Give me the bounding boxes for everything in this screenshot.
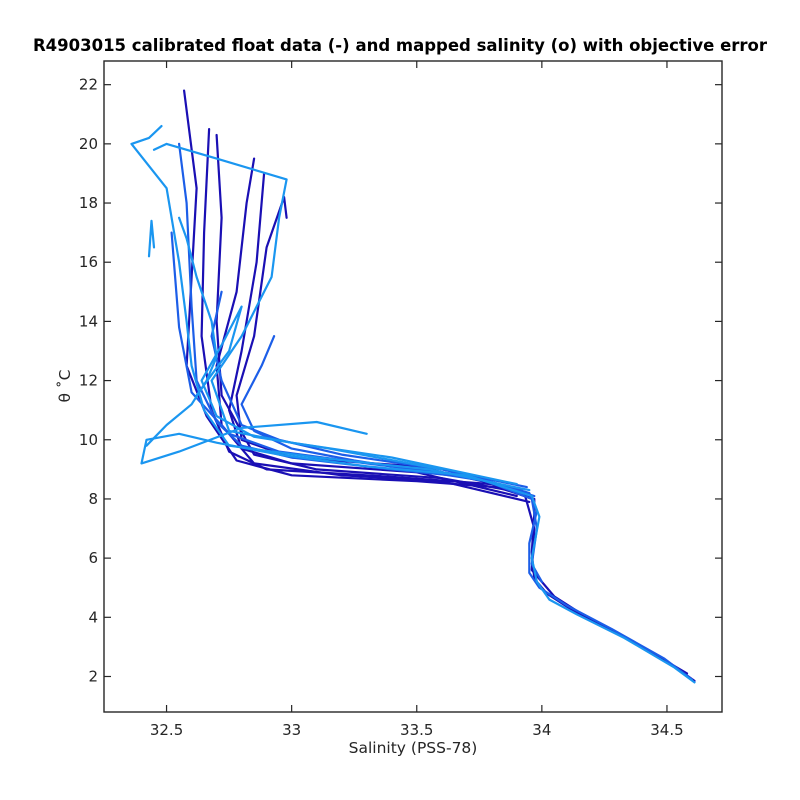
x-tick-label: 34 bbox=[532, 721, 551, 739]
y-tick-label: 10 bbox=[79, 431, 98, 449]
x-tick-label: 34.5 bbox=[650, 721, 683, 739]
profile-line-11 bbox=[140, 420, 696, 684]
data-lines bbox=[130, 89, 696, 684]
profile-line-12 bbox=[130, 124, 531, 492]
profile-line-1 bbox=[183, 89, 696, 683]
y-tick-label: 14 bbox=[79, 312, 98, 330]
profile-line-14 bbox=[195, 305, 443, 471]
x-tick-label: 33 bbox=[282, 721, 301, 739]
y-tick-label: 6 bbox=[88, 549, 98, 567]
y-tick-label: 12 bbox=[79, 372, 98, 390]
y-tick-label: 20 bbox=[79, 135, 98, 153]
chart-title: R4903015 calibrated float data (-) and m… bbox=[33, 36, 768, 55]
y-axis-label: θ ˚C bbox=[56, 370, 74, 403]
axis-ticks: 32.5 33 33.5 34 34.5 2 4 6 8 10 12 14 16 18 20 22 bbox=[79, 61, 722, 739]
y-tick-label: 8 bbox=[88, 490, 98, 508]
profile-line-6 bbox=[235, 196, 523, 492]
y-tick-label: 4 bbox=[88, 608, 98, 626]
x-tick-label: 33.5 bbox=[400, 721, 433, 739]
x-tick-label: 32.5 bbox=[150, 721, 183, 739]
x-axis-label: Salinity (PSS-78) bbox=[349, 739, 478, 757]
profile-line-7 bbox=[178, 142, 694, 681]
y-tick-label: 16 bbox=[79, 253, 98, 271]
profile-line-9 bbox=[210, 290, 528, 489]
y-tick-label: 2 bbox=[88, 667, 98, 685]
y-tick-label: 18 bbox=[79, 194, 98, 212]
plot-frame bbox=[103, 60, 723, 713]
profile-line-10 bbox=[240, 335, 544, 583]
profile-line-15 bbox=[145, 216, 218, 447]
profile-line-16 bbox=[147, 219, 156, 258]
y-tick-label: 22 bbox=[79, 76, 98, 94]
profile-line-4 bbox=[228, 172, 518, 498]
